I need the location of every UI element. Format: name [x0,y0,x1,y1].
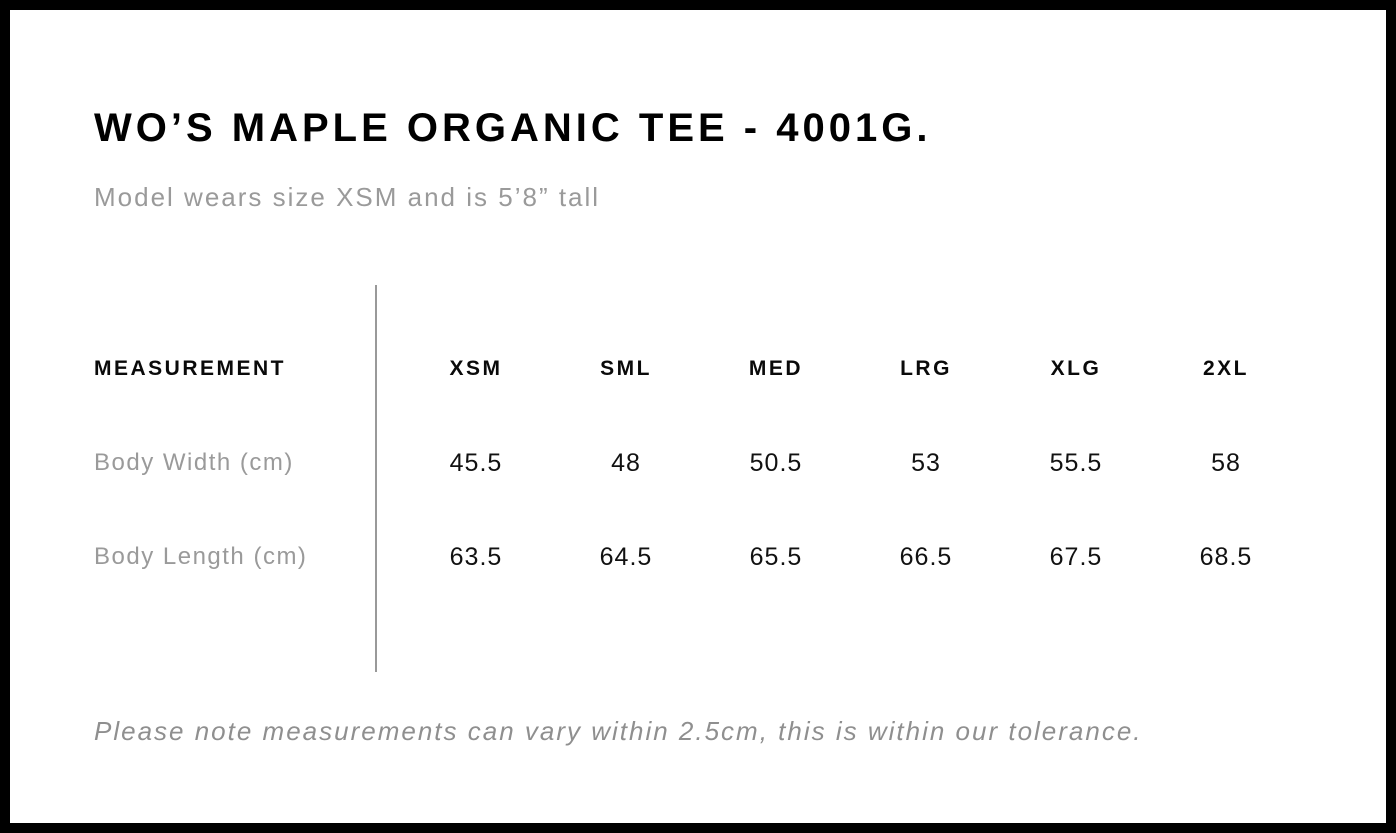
body-width-lrg: 53 [911,448,941,477]
vertical-divider [375,285,377,672]
table-row-body-length: Body Length (cm) 63.5 64.5 65.5 66.5 67.… [94,510,1304,604]
size-chart-table: MEASUREMENT XSM SML MED LRG XLG 2XL Body… [94,285,1304,672]
table-row-body-width: Body Width (cm) 45.5 48 50.5 53 55.5 58 [94,416,1304,510]
size-column-header-2xl: 2XL [1202,357,1249,380]
body-length-2xl: 68.5 [1199,542,1253,571]
size-column-header-xsm: XSM [449,357,503,380]
body-width-med: 50.5 [749,448,803,477]
size-chart-header-row: MEASUREMENT XSM SML MED LRG XLG 2XL [94,322,1304,416]
body-length-lrg: 66.5 [899,542,953,571]
body-length-sml: 64.5 [599,542,653,571]
body-width-sml: 48 [611,448,641,477]
row-label-body-length: Body Length (cm) [94,543,308,570]
row-label-body-width: Body Width (cm) [94,449,294,476]
model-size-note: Model wears size XSM and is 5’8” tall [94,182,601,212]
page-title: WO’S MAPLE ORGANIC TEE - 4001G. [94,106,932,150]
body-width-xsm: 45.5 [449,448,503,477]
body-length-xsm: 63.5 [449,542,503,571]
size-column-header-med: MED [748,357,804,380]
body-length-med: 65.5 [749,542,803,571]
tolerance-note: Please note measurements can vary within… [94,716,1143,746]
measurement-column-header: MEASUREMENT [94,357,287,380]
body-width-xlg: 55.5 [1049,448,1103,477]
body-length-xlg: 67.5 [1049,542,1103,571]
size-column-header-lrg: LRG [900,357,952,380]
size-column-header-sml: SML [600,357,652,380]
body-width-2xl: 58 [1211,448,1241,477]
size-column-header-xlg: XLG [1050,357,1102,380]
